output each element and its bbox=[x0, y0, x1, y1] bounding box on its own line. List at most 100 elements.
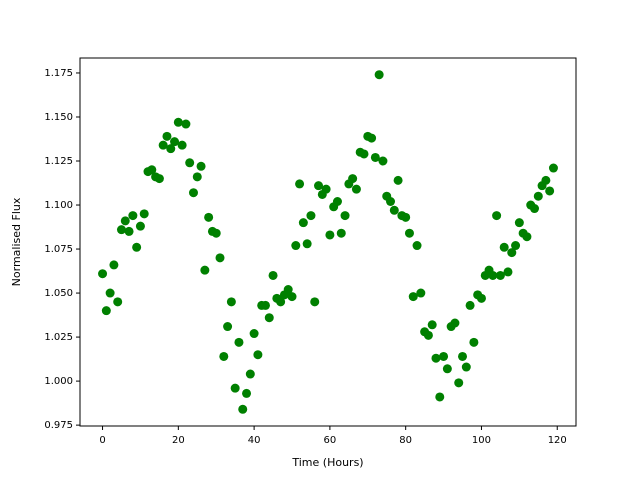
data-point bbox=[495, 270, 505, 280]
data-point bbox=[503, 267, 513, 277]
data-point bbox=[147, 165, 157, 175]
data-point bbox=[511, 241, 521, 251]
data-point bbox=[230, 383, 240, 393]
y-tick-label: 1.050 bbox=[44, 288, 73, 299]
data-point bbox=[128, 211, 138, 221]
data-point bbox=[162, 131, 172, 141]
y-tick-label: 1.125 bbox=[44, 156, 73, 167]
data-point bbox=[461, 362, 471, 372]
data-point bbox=[291, 241, 301, 251]
data-point bbox=[367, 133, 377, 143]
data-point bbox=[454, 378, 464, 388]
data-point bbox=[404, 228, 414, 238]
data-point bbox=[238, 404, 248, 414]
data-point bbox=[469, 337, 479, 347]
data-point bbox=[416, 288, 426, 298]
data-point bbox=[348, 174, 358, 184]
data-point bbox=[548, 163, 558, 173]
data-point bbox=[465, 300, 475, 310]
data-point bbox=[101, 306, 111, 316]
data-point bbox=[386, 197, 396, 207]
data-point bbox=[188, 188, 198, 198]
data-point bbox=[332, 197, 342, 207]
data-point bbox=[234, 337, 244, 347]
data-point bbox=[401, 212, 411, 222]
data-point bbox=[264, 313, 274, 323]
y-tick-label: 1.025 bbox=[44, 332, 73, 343]
data-point bbox=[276, 297, 286, 307]
data-point bbox=[450, 318, 460, 328]
data-point bbox=[514, 218, 524, 228]
plot-frame bbox=[79, 57, 577, 427]
data-point bbox=[530, 204, 540, 214]
data-point bbox=[492, 211, 502, 221]
data-point bbox=[310, 297, 320, 307]
data-point bbox=[196, 161, 206, 171]
data-point bbox=[283, 285, 293, 295]
data-point bbox=[253, 350, 263, 360]
data-point bbox=[109, 260, 119, 270]
data-point bbox=[439, 351, 449, 361]
data-point bbox=[541, 175, 551, 185]
data-point bbox=[249, 329, 259, 339]
data-point bbox=[370, 152, 380, 162]
y-tick-label: 0.975 bbox=[44, 420, 73, 431]
x-tick-label: 0 bbox=[99, 435, 105, 446]
data-point bbox=[135, 221, 145, 231]
data-point bbox=[268, 270, 278, 280]
data-point bbox=[423, 330, 433, 340]
data-point bbox=[351, 184, 361, 194]
data-point bbox=[226, 297, 236, 307]
data-point bbox=[389, 205, 399, 215]
data-point bbox=[98, 269, 108, 279]
data-point bbox=[442, 364, 452, 374]
x-tick-label: 60 bbox=[324, 435, 337, 446]
data-point bbox=[113, 297, 123, 307]
data-point bbox=[215, 253, 225, 263]
data-point bbox=[359, 149, 369, 159]
data-point bbox=[435, 392, 445, 402]
data-point bbox=[302, 239, 312, 249]
y-axis-label: Normalised Flux bbox=[10, 197, 23, 286]
data-point bbox=[181, 119, 191, 129]
data-point bbox=[427, 320, 437, 330]
data-point bbox=[219, 351, 229, 361]
data-point bbox=[314, 181, 324, 191]
y-tick-label: 1.150 bbox=[44, 112, 73, 123]
data-point bbox=[204, 212, 214, 222]
y-tick-label: 1.075 bbox=[44, 244, 73, 255]
y-tick-label: 1.175 bbox=[44, 68, 73, 79]
x-tick-label: 80 bbox=[399, 435, 412, 446]
data-point bbox=[120, 216, 130, 226]
data-point bbox=[177, 140, 187, 150]
x-tick-label: 20 bbox=[172, 435, 185, 446]
data-point bbox=[412, 241, 422, 251]
y-tick-label: 1.100 bbox=[44, 200, 73, 211]
x-tick-label: 100 bbox=[472, 435, 491, 446]
x-tick-label: 120 bbox=[548, 435, 567, 446]
data-point bbox=[173, 117, 183, 127]
data-point bbox=[200, 265, 210, 275]
data-point bbox=[260, 300, 270, 310]
data-point bbox=[185, 158, 195, 168]
data-point bbox=[116, 225, 126, 235]
data-point bbox=[154, 174, 164, 184]
data-point bbox=[295, 179, 305, 189]
data-point bbox=[545, 186, 555, 196]
data-point bbox=[507, 248, 517, 258]
data-point bbox=[170, 137, 180, 147]
data-point bbox=[132, 242, 142, 252]
data-point bbox=[105, 288, 115, 298]
data-point bbox=[488, 270, 498, 280]
data-point bbox=[476, 293, 486, 303]
data-point bbox=[242, 388, 252, 398]
data-point bbox=[166, 144, 176, 154]
data-point bbox=[458, 351, 468, 361]
data-point bbox=[223, 322, 233, 332]
data-point bbox=[533, 191, 543, 201]
data-point bbox=[499, 242, 509, 252]
data-point bbox=[408, 292, 418, 302]
data-point bbox=[321, 184, 331, 194]
x-tick-label: 40 bbox=[248, 435, 261, 446]
data-point bbox=[158, 140, 168, 150]
